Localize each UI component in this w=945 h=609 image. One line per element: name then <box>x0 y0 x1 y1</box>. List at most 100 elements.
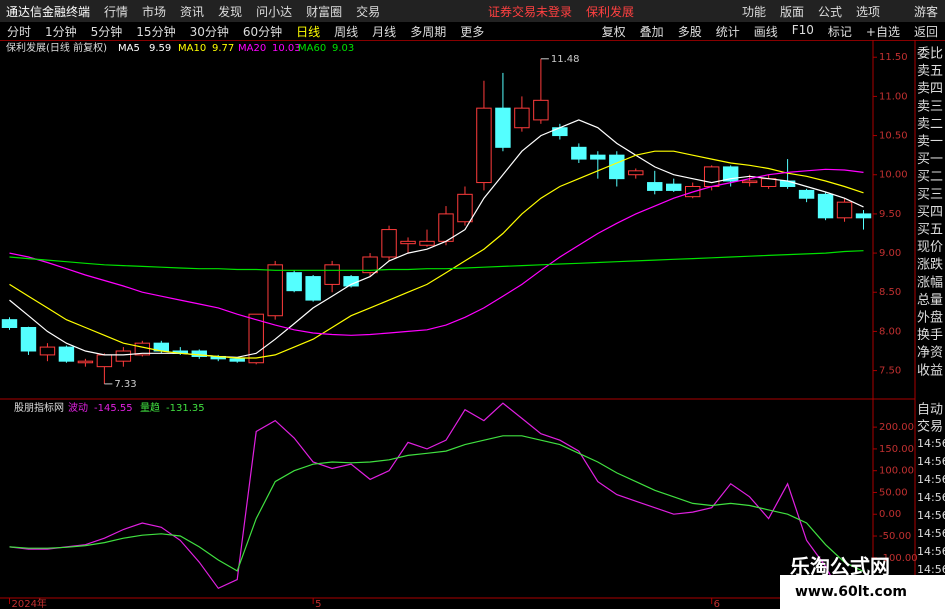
menu-item[interactable]: 资讯 <box>180 4 205 19</box>
legend-name: 波动 <box>68 401 88 414</box>
period-tab[interactable]: 周线 <box>334 24 359 39</box>
series-line <box>9 435 864 573</box>
quote-label: 涨幅 <box>917 275 943 290</box>
menu-item[interactable]: 市场 <box>142 4 167 19</box>
annotation: 11.48 <box>551 54 580 65</box>
quote-label: 现价 <box>917 240 943 255</box>
y-tick-label: 9.00 <box>879 248 901 259</box>
quote-label: 买二 <box>917 170 943 185</box>
login-status[interactable]: 证券交易未登录 <box>488 4 573 19</box>
candle-body <box>267 264 283 317</box>
trade-time: 14:56 <box>917 455 945 468</box>
candle-body <box>666 183 682 191</box>
watermark-name: 乐淘公式网 <box>790 555 890 579</box>
series-line <box>9 150 864 359</box>
tool-button[interactable]: +自选 <box>865 24 900 39</box>
candle-body <box>438 213 454 242</box>
legend-value: 10.03 <box>272 43 301 54</box>
periods: 分时 1分钟 5分钟 15分钟 30分钟 60分钟 日线 周线 月线 多周期 更多 <box>0 23 491 40</box>
quote-label: 外盘 <box>917 310 943 326</box>
candle-body <box>533 99 549 121</box>
menu-item[interactable]: 发现 <box>218 4 243 19</box>
tool-button[interactable]: 多股 <box>677 24 702 39</box>
candle-body <box>58 346 75 362</box>
menu-item[interactable]: 问小达 <box>256 4 293 19</box>
y-tick-label: 10.00 <box>879 170 908 181</box>
annotation: 7.33 <box>114 379 136 390</box>
candle-body <box>798 189 815 199</box>
quote-label: 买四 <box>917 205 943 220</box>
period-tab[interactable]: 30分钟 <box>189 24 229 39</box>
period-tab[interactable]: 5分钟 <box>90 24 123 39</box>
y-tick-label: 100.00 <box>879 466 914 477</box>
period-tab[interactable]: 1分钟 <box>45 24 77 39</box>
candle-body <box>39 346 56 356</box>
menu-item[interactable]: 行情 <box>104 4 129 19</box>
candle-body <box>855 213 872 219</box>
quote-label: 卖三 <box>917 99 943 114</box>
legend-name: MA5 <box>118 43 140 54</box>
period-tab[interactable]: 更多 <box>460 24 485 39</box>
legend-name: MA60 <box>298 43 326 54</box>
y-tick-label: 0.00 <box>879 509 901 520</box>
menu-item[interactable]: 公式 <box>817 4 842 19</box>
candle-body <box>305 276 321 301</box>
period-bar: 分时 1分钟 5分钟 15分钟 30分钟 60分钟 日线 周线 月线 多周期 更多 复权 叠加 多股 统计… <box>0 22 945 41</box>
chart: 7.50 8.00 8.50 9.00 9.50 10.00 10.50 11.00 11.50… <box>0 40 945 609</box>
app-title: 通达信金融终端 <box>6 4 91 19</box>
tool-button[interactable]: 统计 <box>715 24 740 39</box>
tool-button[interactable]: 叠加 <box>639 24 664 39</box>
candle-body <box>229 358 245 362</box>
y-tick-label: -100.00 <box>879 553 918 564</box>
trade-time: 14:56 <box>917 473 945 486</box>
legend-value: 9.77 <box>212 43 234 54</box>
watermark-url: www.60lt.com <box>795 584 907 600</box>
side-button: 自动 <box>917 403 943 418</box>
menu-bar: 通达信金融终端 行情 市场 资讯 发现 问小达 财富圈 交易 证券交易未登录 保利发展 功能… <box>0 0 945 22</box>
y-tick-label: 150.00 <box>879 444 914 455</box>
candle-body <box>77 360 94 364</box>
candle-body <box>609 154 625 180</box>
side-button: 交易 <box>917 419 943 435</box>
tool-button[interactable]: 返回 <box>913 24 938 39</box>
candle-body <box>286 272 302 292</box>
user[interactable]: 游客 <box>914 4 939 19</box>
period-tab[interactable]: 分时 <box>7 24 32 39</box>
indicator-plot <box>9 402 864 597</box>
menu-item[interactable]: 功能 <box>741 4 766 19</box>
y-tick-label: 8.50 <box>879 287 901 298</box>
series-line <box>9 168 864 336</box>
period-tab[interactable]: 15分钟 <box>136 24 176 39</box>
quote-label: 总量 <box>917 293 943 308</box>
quote-label: 换手 <box>917 328 943 343</box>
period-tab[interactable]: 月线 <box>372 24 397 39</box>
tool-button[interactable]: 标记 <box>827 24 852 39</box>
menu-item[interactable]: 财富圈 <box>306 4 343 19</box>
candle-body <box>324 264 340 285</box>
legend-value: -131.35 <box>166 403 205 414</box>
menu-item[interactable]: 交易 <box>356 4 381 19</box>
legend-name: MA10 <box>178 43 206 54</box>
trade-time: 14:56 <box>917 509 945 522</box>
trade-time: 14:56 <box>917 563 945 576</box>
menu-item[interactable]: 选项 <box>855 4 880 19</box>
trade-time: 14:56 <box>917 437 945 450</box>
candle-body <box>647 182 663 191</box>
tool-button[interactable]: 复权 <box>601 24 626 39</box>
menu-item[interactable]: 版面 <box>779 4 804 19</box>
tool-button[interactable]: 画线 <box>753 24 778 39</box>
series-line <box>9 119 864 358</box>
period-tab[interactable]: 60分钟 <box>242 24 283 39</box>
stock-name[interactable]: 保利发展 <box>586 4 635 19</box>
chart-title: 保利发展(日线 前复权) <box>6 41 107 54</box>
candle-body <box>703 166 720 187</box>
period-tab[interactable]: 日线 <box>296 24 321 39</box>
period-tab[interactable]: 多周期 <box>410 24 447 39</box>
candle-body <box>590 154 606 160</box>
tool-button[interactable]: F10 <box>791 22 814 37</box>
legend-name: MA20 <box>238 43 266 54</box>
candle-body <box>741 180 758 184</box>
candle-body <box>779 180 796 187</box>
y-tick-label: 9.50 <box>879 209 901 220</box>
